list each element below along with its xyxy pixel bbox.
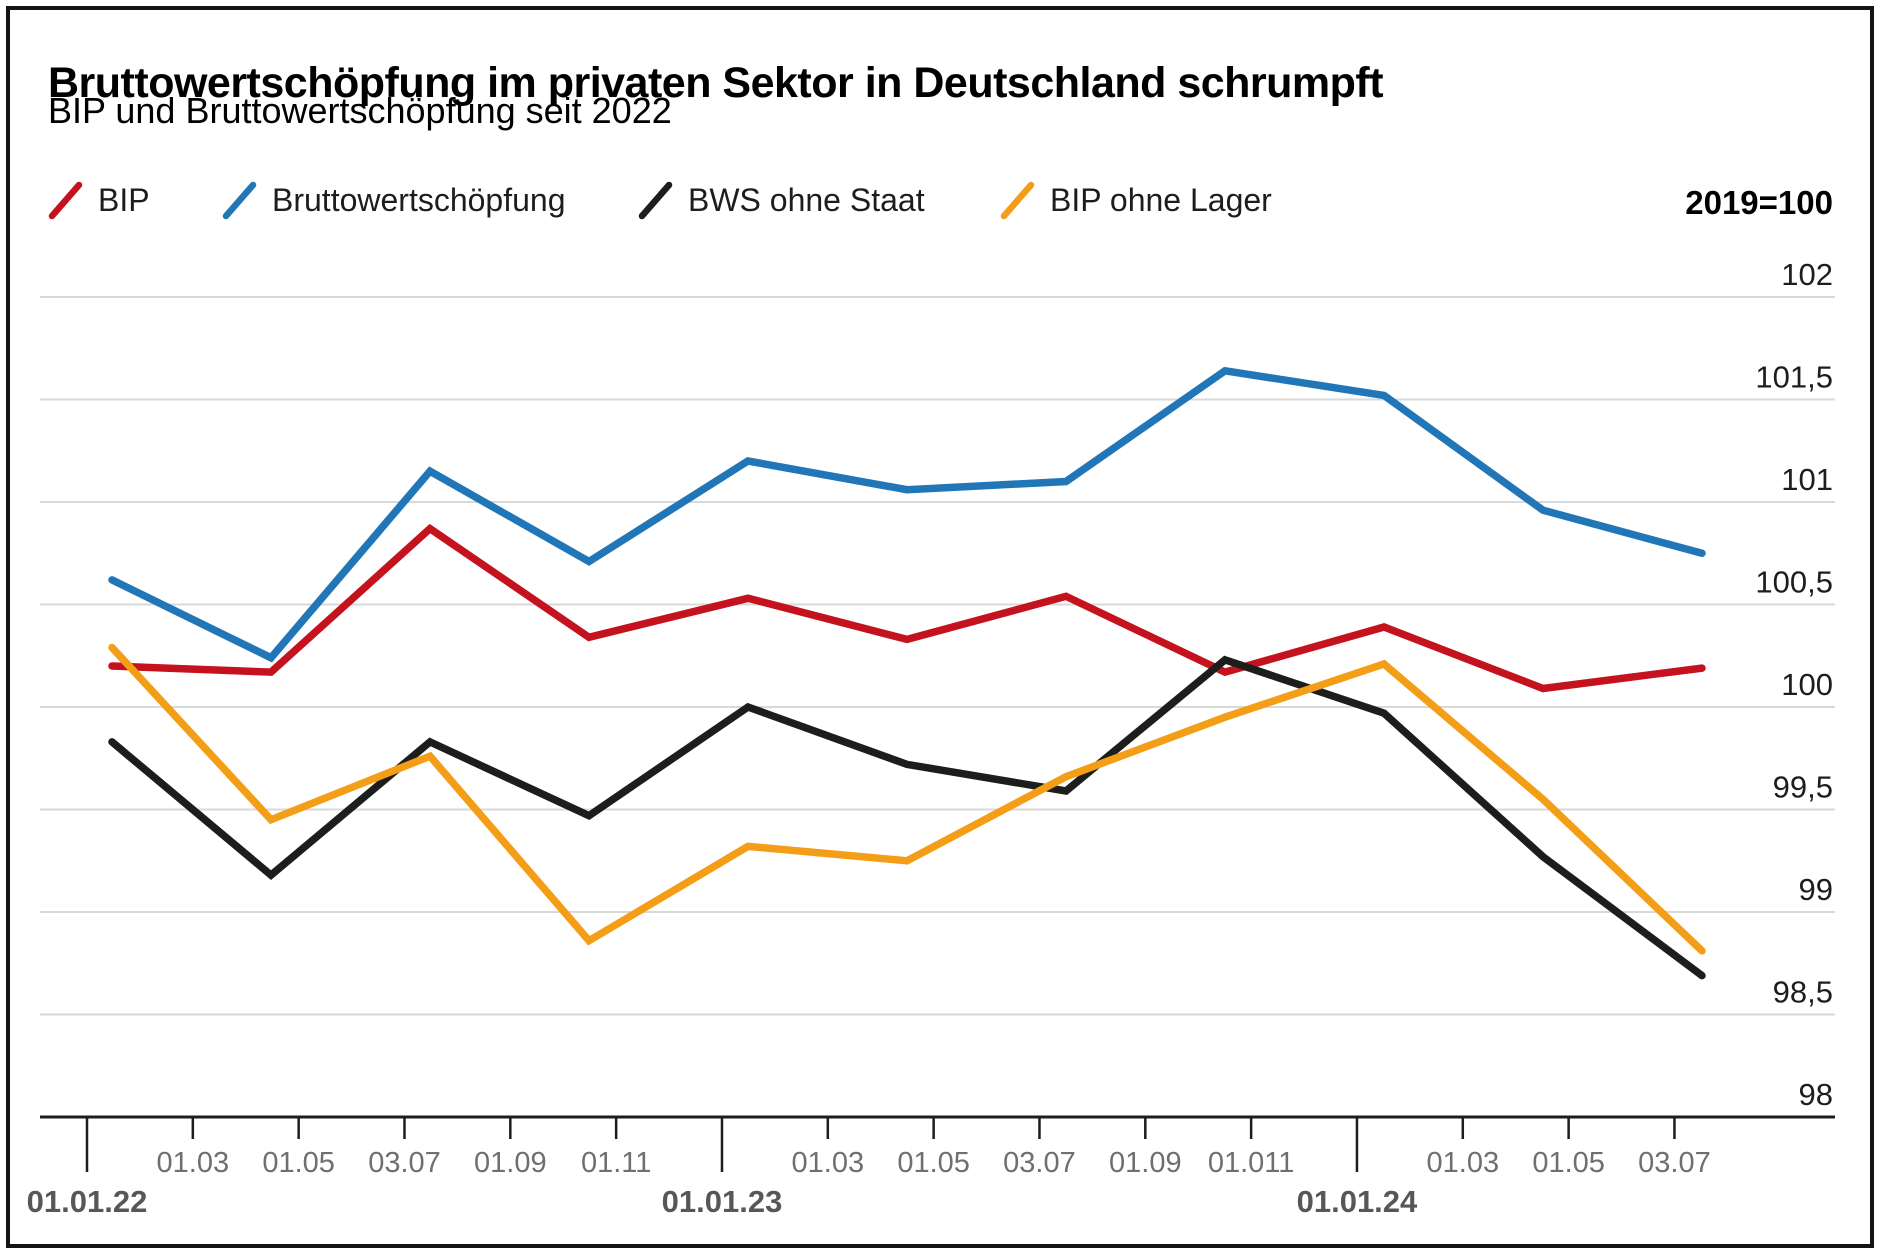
line-swatch-icon: [1000, 181, 1035, 220]
series-line-bip: [108, 523, 1706, 693]
legend-label: BIP: [98, 181, 150, 218]
series-line-bip-ohne-lager: [108, 643, 1706, 955]
legend-item-bip-ohne-lager: BIP ohne Lager: [1000, 178, 1272, 222]
y-axis-label-101-5: 101,5: [1755, 360, 1833, 395]
line-swatch-stroke: [222, 181, 257, 220]
x-tick-label-01-01-23: 01.01.23: [662, 1184, 783, 1219]
line-swatch-icon: [48, 181, 83, 220]
y-axis-label-100-5: 100,5: [1755, 565, 1833, 600]
y-axis-label-98: 98: [1799, 1077, 1833, 1112]
line-swatch-stroke: [1000, 181, 1035, 220]
x-tick-label-01-05: 01.05: [897, 1147, 970, 1179]
series-line-bruttowertschoepfung: [108, 366, 1706, 663]
x-tick-label-03-07: 03.07: [368, 1147, 441, 1179]
legend-item-bruttowertschoepfung: Bruttowertschöpfung: [222, 178, 566, 222]
y-axis-label-99: 99: [1799, 872, 1833, 907]
x-tick-label-01-09: 01.09: [1109, 1147, 1182, 1179]
y-axis-label-102: 102: [1781, 257, 1833, 292]
chart-title: Bruttowertschöpfung im privaten Sektor i…: [48, 58, 1384, 107]
x-tick-label-01-09: 01.09: [474, 1147, 547, 1179]
line-swatch-icon: [638, 181, 673, 220]
index-base-note: 2019=100: [1685, 184, 1833, 221]
x-tick-label-01-01-22: 01.01.22: [27, 1184, 148, 1219]
x-tick-label-01-03: 01.03: [792, 1147, 865, 1179]
line-swatch-stroke: [638, 181, 673, 220]
legend-item-bip: BIP: [48, 178, 150, 222]
x-tick-label-03-07: 03.07: [1003, 1147, 1076, 1179]
x-tick-label-01-05: 01.05: [1532, 1147, 1605, 1179]
x-tick-label-01-01-24: 01.01.24: [1297, 1184, 1418, 1219]
legend-label: BWS ohne Staat: [688, 181, 925, 218]
x-tick-label-01-03: 01.03: [157, 1147, 230, 1179]
chart-subtitle: BIP und Bruttowertschöpfung seit 2022: [48, 90, 672, 131]
legend-label: BIP ohne Lager: [1050, 181, 1272, 218]
y-axis-label-100: 100: [1781, 667, 1833, 702]
y-axis-label-98-5: 98,5: [1773, 975, 1833, 1010]
line-swatch-stroke: [48, 181, 83, 220]
legend-item-bws-ohne-staat: BWS ohne Staat: [638, 178, 925, 222]
y-axis-label-99-5: 99,5: [1773, 770, 1833, 805]
legend-label: Bruttowertschöpfung: [272, 181, 566, 218]
x-tick-label-01-03: 01.03: [1427, 1147, 1500, 1179]
legend: BIP Bruttowertschöpfung BWS ohne Staat BIP …: [0, 178, 1880, 228]
y-axis-label-101: 101: [1781, 462, 1833, 497]
x-tick-label-01-05: 01.05: [262, 1147, 335, 1179]
series-line-bws-ohne-staat: [108, 655, 1706, 980]
x-tick-label-03-07: 03.07: [1638, 1147, 1711, 1179]
line-swatch-icon: [222, 181, 257, 220]
x-tick-label-01-11: 01.11: [581, 1147, 651, 1179]
x-tick-label-01-011: 01.011: [1208, 1147, 1295, 1179]
